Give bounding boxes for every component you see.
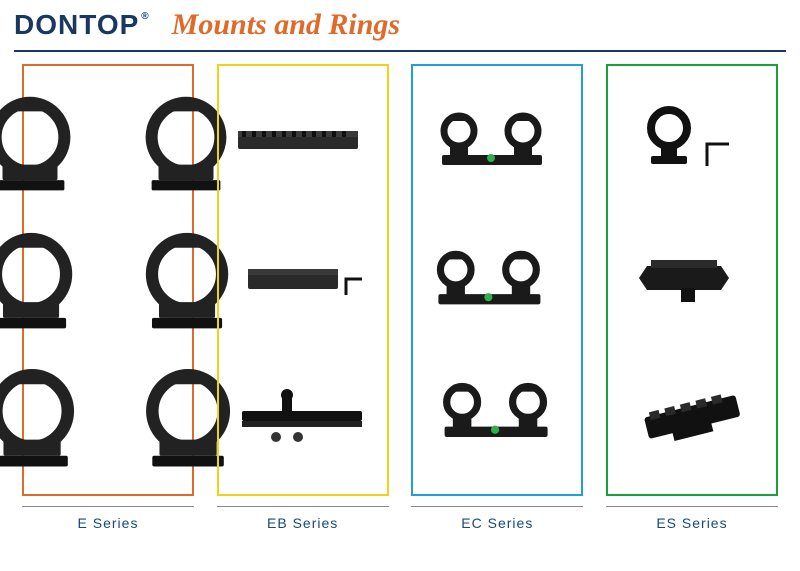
brand-name: DONTOP xyxy=(14,9,139,41)
series-column-eb: EB Series xyxy=(217,64,389,531)
series-box-eb xyxy=(217,64,389,496)
series-label: ES Series xyxy=(656,507,727,531)
series-column-ec: EC Series xyxy=(411,64,583,531)
series-column-e: E Series xyxy=(22,64,194,531)
catalog-page: DONTOP® Mounts and Rings xyxy=(0,0,800,571)
product-cell xyxy=(223,216,383,344)
series-label: E Series xyxy=(78,507,139,531)
series-box-es xyxy=(606,64,778,496)
product-cell xyxy=(417,80,577,208)
product-cell xyxy=(28,352,188,480)
header-rule xyxy=(14,50,786,52)
series-box-ec xyxy=(411,64,583,496)
registered-mark-icon: ® xyxy=(141,11,149,22)
page-header: DONTOP® Mounts and Rings xyxy=(0,0,800,50)
product-cell xyxy=(612,352,772,480)
series-label: EC Series xyxy=(461,507,533,531)
product-cell xyxy=(28,80,188,208)
product-cell xyxy=(612,216,772,344)
series-label: EB Series xyxy=(267,507,338,531)
series-column-es: ES Series xyxy=(606,64,778,531)
product-cell xyxy=(223,80,383,208)
product-cell xyxy=(28,216,188,344)
brand-logo: DONTOP® xyxy=(14,9,150,41)
product-cell xyxy=(417,352,577,480)
product-cell xyxy=(612,80,772,208)
page-title: Mounts and Rings xyxy=(172,8,400,42)
product-cell xyxy=(223,352,383,480)
series-grid: E Series EB Series xyxy=(0,64,800,531)
series-box-e xyxy=(22,64,194,496)
product-cell xyxy=(417,216,577,344)
